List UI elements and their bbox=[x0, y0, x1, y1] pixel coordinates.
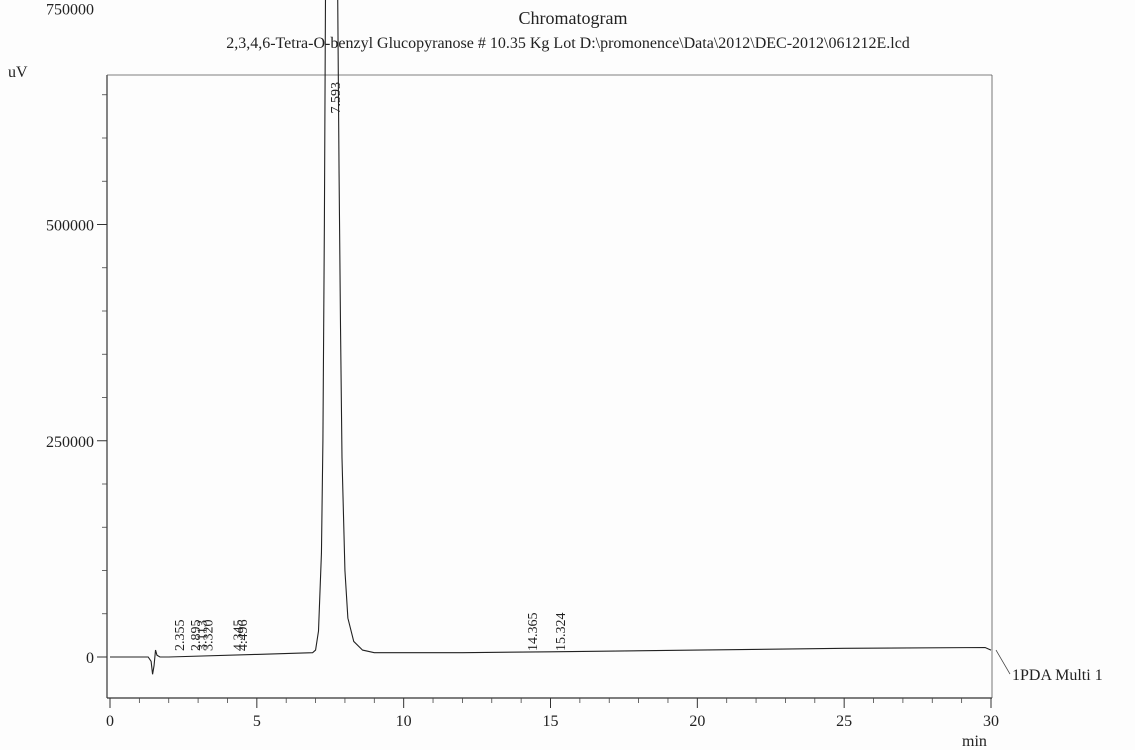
series-line bbox=[110, 0, 992, 675]
y-tick-label: 500000 bbox=[46, 218, 94, 235]
x-tick-label: 20 bbox=[689, 713, 705, 730]
y-tick-label: 750000 bbox=[46, 1, 94, 18]
x-axis-label: min bbox=[962, 733, 987, 750]
x-tick-label: 15 bbox=[543, 713, 559, 730]
x-tick-label: 25 bbox=[836, 713, 852, 730]
y-axis-ticks: 025000050000075000010000001250000 bbox=[46, 1, 107, 667]
x-tick-label: 10 bbox=[396, 713, 412, 730]
chart-subtitle: 2,3,4,6-Tetra-O-benzyl Glucopyranose # 1… bbox=[226, 35, 910, 52]
peak-retention-label: 2.895 bbox=[189, 620, 204, 652]
peak-retention-label: 2.355 bbox=[173, 620, 188, 652]
x-tick-label: 30 bbox=[983, 713, 999, 730]
chart-title: Chromatogram bbox=[519, 8, 628, 28]
x-tick-label: 0 bbox=[106, 713, 114, 730]
chromatogram-trace bbox=[110, 0, 992, 675]
peak-retention-label: 4.345 bbox=[232, 620, 247, 652]
y-axis-label: uV bbox=[8, 64, 28, 81]
x-axis-ticks: 0 5 10 15 20 25 30 bbox=[106, 698, 999, 730]
peak-retention-label: 7.593 bbox=[329, 82, 344, 114]
plot-frame bbox=[106, 74, 993, 699]
legend-entry: 1PDA Multi 1 bbox=[1012, 667, 1103, 684]
y-tick-label: 250000 bbox=[46, 434, 94, 451]
peak-retention-label: 14.365 bbox=[526, 613, 541, 652]
series-legend: 1PDA Multi 1 bbox=[995, 649, 1103, 684]
x-tick-label: 5 bbox=[253, 713, 261, 730]
peak-retention-label: 15.324 bbox=[554, 613, 569, 652]
peak-retention-label: 4.496 bbox=[236, 620, 251, 652]
legend-leader-line bbox=[995, 649, 1011, 675]
peak-retention-label: 3.113 bbox=[195, 620, 210, 651]
y-tick-label: 0 bbox=[86, 650, 94, 667]
peak-retention-label: 3.320 bbox=[201, 620, 216, 652]
